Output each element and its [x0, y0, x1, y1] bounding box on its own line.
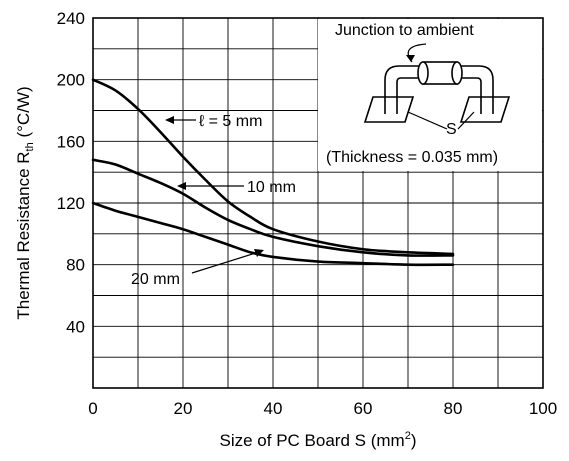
x-tick-label: 80 — [444, 399, 463, 418]
device-sketch — [363, 43, 511, 130]
x-tick-label: 0 — [88, 399, 97, 418]
x-axis-title: Size of PC Board S (mm2) — [220, 430, 417, 450]
y-tick-label: 200 — [57, 71, 85, 90]
y-tick-label: 240 — [57, 9, 85, 28]
curve-annotations: ℓ = 5 mm 10 mm 20 mm — [131, 113, 296, 288]
y-axis-title: Thermal Resistance Rth (°C/W) — [14, 86, 36, 319]
y-tick-label: 120 — [57, 194, 85, 213]
label-20mm: 20 mm — [131, 271, 180, 288]
y-tick-label: 80 — [66, 256, 85, 275]
inset-s-label: S — [446, 121, 457, 138]
series-line-1 — [91, 78, 455, 256]
y-tick-label: 40 — [66, 317, 85, 336]
x-tick-label: 40 — [264, 399, 283, 418]
label-l5mm: ℓ = 5 mm — [199, 113, 262, 130]
y-tick-label: 160 — [57, 132, 85, 151]
x-tick-label: 20 — [174, 399, 193, 418]
x-tick-label: 100 — [529, 399, 557, 418]
series-line-3 — [91, 201, 455, 267]
series-line-2 — [91, 158, 455, 257]
tick-labels: 0 20 40 60 80 100 40 80 120 160 200 240 — [57, 9, 558, 418]
x-tick-label: 60 — [354, 399, 373, 418]
inset-panel: Junction to ambient S (Thickness = 0.035… — [318, 19, 542, 171]
inset-thickness-note: (Thickness = 0.035 mm) — [326, 149, 498, 166]
label-10mm: 10 mm — [247, 179, 296, 196]
series-curves — [91, 78, 455, 267]
inset-title: Junction to ambient — [335, 22, 474, 39]
